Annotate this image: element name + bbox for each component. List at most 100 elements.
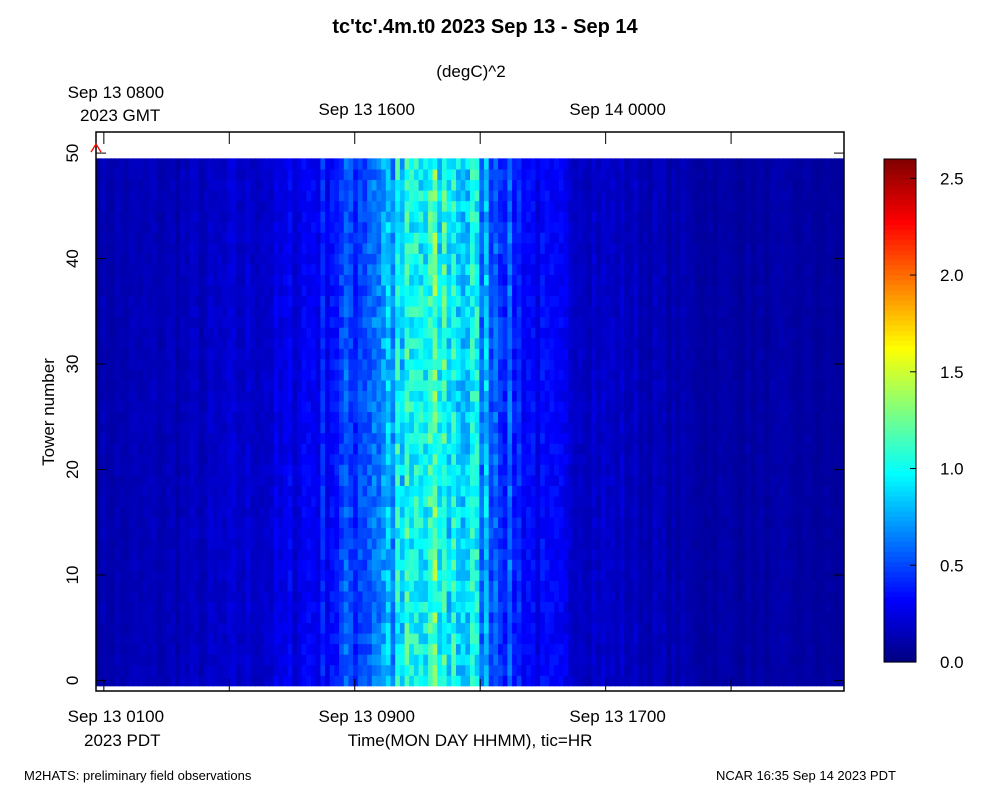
heatmap-cell: [189, 390, 195, 402]
heatmap-cell: [371, 506, 378, 518]
heatmap-cell: [451, 179, 457, 191]
heatmap-cell: [498, 464, 504, 476]
heatmap-cell: [110, 253, 116, 265]
heatmap-cell: [273, 590, 279, 602]
heatmap-cell: [446, 379, 452, 392]
heatmap-cell: [217, 516, 223, 529]
heatmap-cell: [540, 200, 546, 212]
heatmap-cell: [460, 643, 466, 655]
heatmap-cell: [512, 295, 518, 307]
heatmap-cell: [306, 464, 312, 476]
heatmap-cell: [180, 559, 186, 571]
heatmap-cell: [273, 675, 279, 687]
heatmap-cell: [357, 221, 364, 233]
heatmap-cell: [278, 664, 284, 676]
heatmap-cell: [100, 453, 106, 465]
heatmap-cell: [512, 611, 518, 624]
heatmap-cell: [142, 200, 149, 212]
heatmap-cell: [194, 158, 200, 170]
heatmap-cell: [250, 601, 256, 613]
heatmap-cell: [437, 506, 443, 518]
heatmap-cell: [409, 464, 415, 476]
heatmap-cell: [217, 580, 223, 592]
heatmap-cell: [371, 474, 378, 486]
heatmap-cell: [325, 611, 331, 624]
heatmap-cell: [194, 390, 200, 402]
heatmap-cell: [409, 527, 415, 539]
heatmap-cell: [470, 580, 476, 592]
heatmap-cell: [311, 284, 317, 297]
heatmap-cell: [367, 495, 373, 508]
heatmap-cell: [184, 569, 191, 581]
heatmap-cell: [217, 242, 223, 254]
heatmap-cell: [381, 348, 387, 360]
heatmap-cell: [395, 664, 401, 676]
heatmap-cell: [278, 474, 284, 486]
heatmap-cell: [166, 337, 172, 349]
heatmap-cell: [413, 158, 420, 170]
heatmap-cell: [357, 358, 364, 370]
heatmap-cell: [479, 168, 485, 181]
heatmap-cell: [437, 464, 443, 476]
heatmap-cell: [329, 548, 336, 560]
heatmap-cell: [245, 632, 251, 645]
heatmap-cell: [180, 474, 186, 486]
heatmap-cell: [362, 179, 368, 191]
heatmap-cell: [390, 390, 396, 402]
heatmap-cell: [156, 654, 163, 666]
heatmap-cell: [455, 274, 462, 286]
heatmap-cell: [283, 559, 289, 571]
heatmap-cell: [128, 664, 134, 676]
heatmap-cell: [413, 495, 420, 508]
heatmap-cell: [161, 274, 167, 286]
heatmap-cell: [549, 337, 555, 349]
heatmap-cell: [339, 327, 345, 339]
heatmap-cell: [212, 506, 219, 518]
heatmap-cell: [451, 284, 457, 297]
heatmap-cell: [133, 232, 139, 244]
heatmap-cell: [236, 306, 242, 318]
heatmap-cell: [268, 559, 275, 571]
heatmap-cell: [259, 516, 265, 529]
heatmap-cell: [484, 580, 490, 592]
heatmap-cell: [320, 316, 326, 328]
heatmap-cell: [404, 295, 410, 307]
heatmap-cell: [166, 495, 172, 508]
heatmap-cell: [395, 411, 401, 423]
heatmap-cell: [217, 284, 223, 297]
heatmap-cell: [147, 432, 153, 444]
heatmap-cell: [287, 253, 293, 265]
heatmap-cell: [385, 516, 392, 529]
heatmap-cell: [184, 211, 191, 223]
heatmap-cell: [283, 474, 289, 486]
heatmap-cell: [507, 422, 513, 434]
heatmap-cell: [133, 369, 139, 381]
heatmap-cell: [334, 422, 340, 434]
heatmap-cell: [521, 464, 527, 476]
heatmap-cell: [418, 190, 424, 202]
heatmap-cell: [558, 348, 565, 360]
heatmap-cell: [540, 348, 546, 360]
heatmap-cell: [138, 611, 144, 624]
heatmap-cell: [124, 474, 130, 486]
heatmap-cell: [231, 474, 237, 486]
heatmap-cell: [493, 232, 499, 244]
heatmap-cell: [507, 654, 513, 666]
heatmap-cell: [292, 443, 298, 455]
heatmap-cell: [161, 506, 167, 518]
heatmap-cell: [399, 516, 406, 529]
heatmap-cell: [152, 348, 158, 360]
heatmap-cell: [268, 569, 275, 581]
heatmap-cell: [381, 411, 387, 423]
heatmap-cell: [166, 179, 172, 191]
heatmap-cell: [161, 601, 167, 613]
heatmap-cell: [399, 453, 406, 465]
heatmap-cell: [530, 242, 537, 254]
heatmap-cell: [301, 622, 307, 634]
heatmap-cell: [432, 622, 438, 634]
heatmap-cell: [147, 569, 153, 581]
heatmap-cell: [493, 379, 499, 392]
heatmap-cell: [549, 200, 555, 212]
heatmap-cell: [170, 400, 177, 413]
heatmap-cell: [516, 580, 523, 592]
